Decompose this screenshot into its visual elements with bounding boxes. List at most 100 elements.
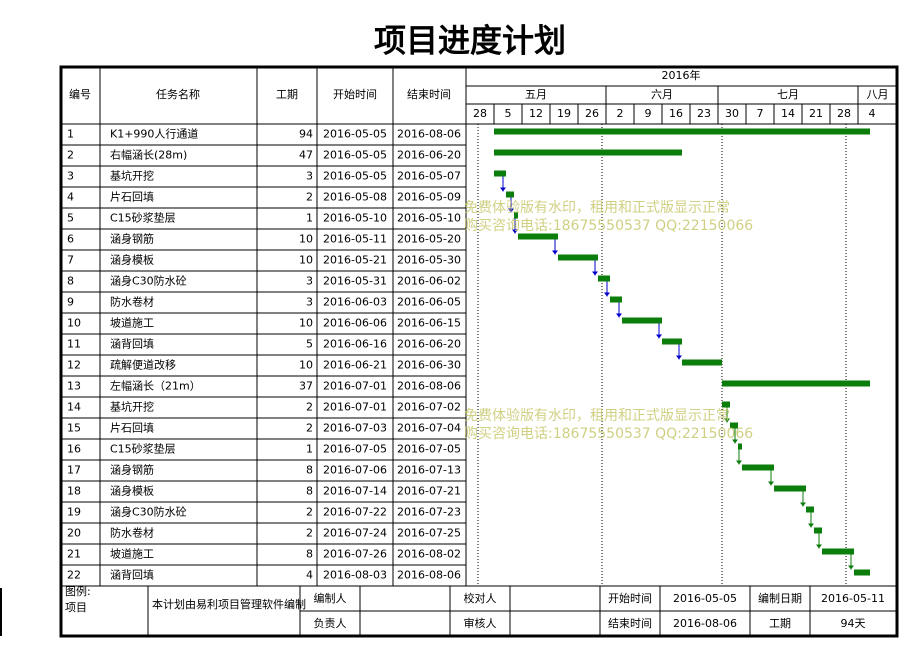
footer-label: 负责人 xyxy=(314,616,347,630)
task-start: 2016-07-06 xyxy=(323,464,387,477)
task-id: 4 xyxy=(67,191,74,204)
task-bar xyxy=(806,506,814,513)
day-label: 30 xyxy=(725,107,739,120)
column-header: 编号 xyxy=(69,87,91,101)
task-start: 2016-06-21 xyxy=(323,359,387,372)
task-name: 疏解便道改移 xyxy=(110,358,176,372)
footer-label: 工期 xyxy=(769,617,791,630)
footer-value: 2016-05-05 xyxy=(673,592,737,605)
task-end: 2016-07-02 xyxy=(397,401,461,414)
task-duration: 2 xyxy=(306,422,313,435)
column-header: 工期 xyxy=(276,88,298,101)
year-label: 2016年 xyxy=(662,68,701,82)
footer-label: 编制日期 xyxy=(758,591,802,605)
task-id: 6 xyxy=(67,233,74,246)
day-label: 23 xyxy=(697,107,711,120)
task-id: 19 xyxy=(67,506,81,519)
arrow-head xyxy=(736,460,742,465)
day-label: 4 xyxy=(869,107,876,120)
task-name: 涵身C30防水砼 xyxy=(110,505,187,519)
task-start: 2016-07-24 xyxy=(323,527,387,540)
footer-value: 2016-05-11 xyxy=(821,592,885,605)
task-start: 2016-07-22 xyxy=(323,506,387,519)
task-end: 2016-05-30 xyxy=(397,254,461,267)
task-id: 9 xyxy=(67,296,74,309)
task-start: 2016-08-03 xyxy=(323,569,387,582)
task-id: 10 xyxy=(67,317,81,330)
task-end: 2016-05-07 xyxy=(397,170,461,183)
month-label: 八月 xyxy=(867,88,889,101)
arrow-head xyxy=(724,418,730,423)
task-start: 2016-07-14 xyxy=(323,485,387,498)
arrow-head xyxy=(848,565,854,570)
task-start: 2016-05-05 xyxy=(323,170,387,183)
task-id: 20 xyxy=(67,527,81,540)
task-duration: 47 xyxy=(299,149,313,162)
task-bar xyxy=(682,359,722,366)
task-start: 2016-05-21 xyxy=(323,254,387,267)
task-name: 片石回填 xyxy=(110,421,154,435)
task-end: 2016-08-06 xyxy=(397,380,461,393)
task-name: 防水卷材 xyxy=(110,295,154,309)
arrow-head xyxy=(656,334,662,339)
footer-value: 2016-08-06 xyxy=(673,617,737,630)
task-start: 2016-05-11 xyxy=(323,233,387,246)
arrow-head xyxy=(816,544,822,549)
arrow-head xyxy=(616,313,622,318)
watermark: 购买咨询电话:18675550537 QQ:22150066 xyxy=(464,218,753,234)
watermark: 免费体验版有水印，租用和正式版显示正常 xyxy=(464,408,730,424)
footer-label: 编制人 xyxy=(314,591,347,605)
task-start: 2016-07-05 xyxy=(323,443,387,456)
task-start: 2016-07-26 xyxy=(323,548,387,561)
task-name: 涵身模板 xyxy=(110,484,154,498)
task-name: 右幅涵长(28m) xyxy=(110,148,187,162)
task-id: 17 xyxy=(67,464,81,477)
table-grid xyxy=(0,65,899,638)
task-end: 2016-05-20 xyxy=(397,233,461,246)
day-label: 28 xyxy=(473,107,487,120)
task-start: 2016-06-06 xyxy=(323,317,387,330)
task-name: 涵身模板 xyxy=(110,253,154,267)
footer-label: 校对人 xyxy=(464,591,497,605)
arrow-head xyxy=(508,208,514,213)
task-id: 13 xyxy=(67,380,81,393)
day-label: 26 xyxy=(585,107,599,120)
task-bar xyxy=(494,128,870,135)
task-bar xyxy=(854,569,870,576)
footer-label: 开始时间 xyxy=(608,591,652,605)
task-bar xyxy=(610,296,622,303)
task-start: 2016-05-08 xyxy=(323,191,387,204)
task-duration: 94 xyxy=(299,128,313,141)
task-end: 2016-08-02 xyxy=(397,548,461,561)
task-bar xyxy=(494,149,682,156)
task-duration: 8 xyxy=(306,464,313,477)
task-duration: 5 xyxy=(306,338,313,351)
task-duration: 3 xyxy=(306,170,313,183)
day-label: 12 xyxy=(529,107,543,120)
task-id: 12 xyxy=(67,359,81,372)
task-id: 22 xyxy=(67,569,81,582)
day-label: 21 xyxy=(809,107,823,120)
arrow-head xyxy=(808,523,814,528)
task-bar xyxy=(558,254,598,261)
task-end: 2016-05-09 xyxy=(397,191,461,204)
task-bar xyxy=(742,464,774,471)
day-label: 14 xyxy=(781,107,795,120)
task-end: 2016-05-10 xyxy=(397,212,461,225)
task-name: C15砂浆垫层 xyxy=(110,211,176,225)
task-bar xyxy=(506,191,514,198)
task-bar xyxy=(494,170,506,177)
day-label: 9 xyxy=(645,107,652,120)
footer-label: 结束时间 xyxy=(608,617,652,630)
watermark: 购买咨询电话:18675550537 QQ:22150066 xyxy=(464,426,753,442)
month-label: 五月 xyxy=(525,88,547,101)
task-bar xyxy=(774,485,806,492)
day-label: 19 xyxy=(557,107,571,120)
task-bar xyxy=(518,233,558,240)
task-end: 2016-07-04 xyxy=(397,422,461,435)
footer-value: 94天 xyxy=(841,617,866,630)
task-id: 14 xyxy=(67,401,81,414)
task-end: 2016-06-20 xyxy=(397,149,461,162)
task-id: 3 xyxy=(67,170,74,183)
